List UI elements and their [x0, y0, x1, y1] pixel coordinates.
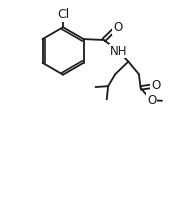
- Text: O: O: [147, 94, 156, 107]
- Text: Cl: Cl: [57, 8, 69, 21]
- Text: NH: NH: [110, 44, 127, 58]
- Text: O: O: [151, 79, 160, 92]
- Text: O: O: [113, 21, 122, 34]
